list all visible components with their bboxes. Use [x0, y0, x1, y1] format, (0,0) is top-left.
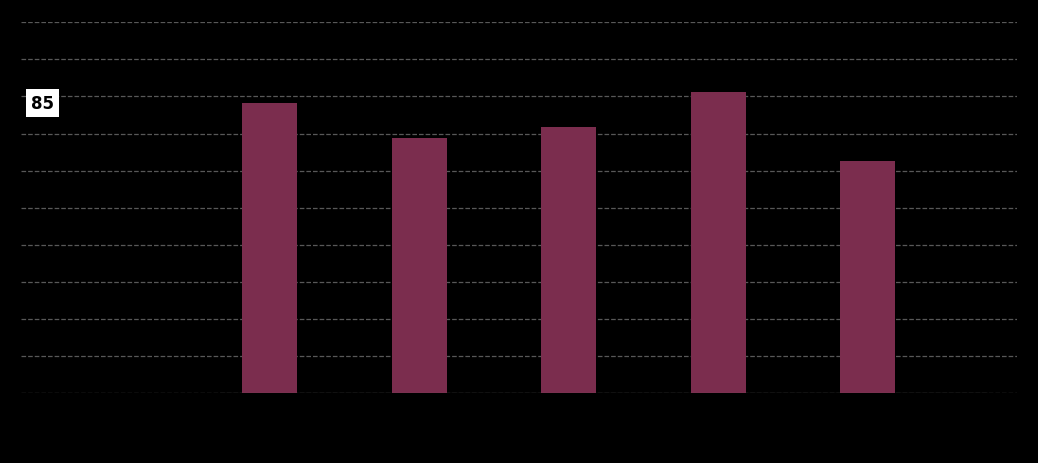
Text: 85: 85 — [31, 95, 54, 113]
Bar — [841, 162, 895, 394]
Bar — [691, 93, 745, 394]
Bar — [392, 139, 446, 394]
Bar — [243, 104, 297, 394]
Bar — [542, 127, 596, 394]
